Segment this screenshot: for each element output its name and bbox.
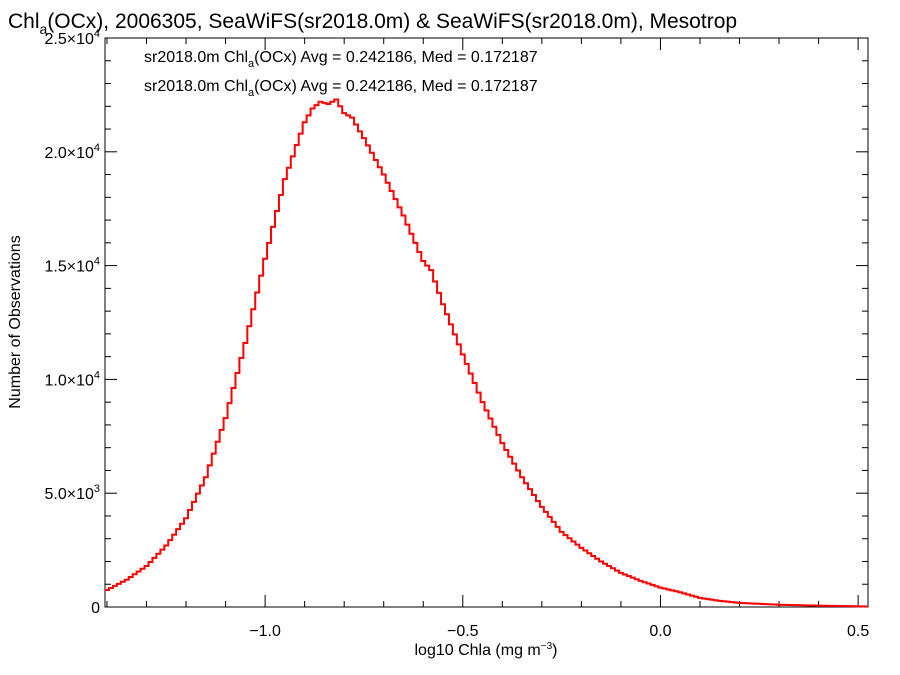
x-tick-label: 0.5 <box>847 623 869 640</box>
y-tick-label: 0 <box>91 600 100 617</box>
x-axis-label-pre: log10 Chla (mg m <box>414 642 540 659</box>
legend-entry-2-post: (OCx) Avg = 0.242186, Med = 0.172187 <box>254 78 538 95</box>
chart-title-pre: Chl <box>8 10 40 33</box>
legend-entry-1-sub: a <box>248 58 255 70</box>
chart-title-post: (OCx), 2006305, SeaWiFS(sr2018.0m) & Sea… <box>47 10 737 33</box>
legend-entry-2: sr2018.0m Chla(OCx) Avg = 0.242186, Med … <box>144 78 538 99</box>
y-tick-label: 5.0×103 <box>44 483 100 503</box>
y-tick-label: 2.5×104 <box>44 28 100 48</box>
x-tick-label: −0.5 <box>447 623 479 640</box>
legend-entry-1-pre: sr2018.0m Chl <box>144 49 248 66</box>
y-tick-label: 1.5×104 <box>44 256 100 276</box>
legend-entry-2-pre: sr2018.0m Chl <box>144 78 248 95</box>
x-tick-label: −1.0 <box>249 623 281 640</box>
y-tick-label: 2.0×104 <box>44 142 100 162</box>
x-axis-label: log10 Chla (mg m−3) <box>414 641 557 659</box>
chart-title: Chla(OCx), 2006305, SeaWiFS(sr2018.0m) &… <box>8 10 737 37</box>
y-tick-label: 1.0×104 <box>44 369 100 389</box>
x-axis-label-post: ) <box>552 642 557 659</box>
chart-title-sub: a <box>40 21 48 37</box>
x-axis-label-sup: −3 <box>541 641 553 652</box>
legend-entry-2-sub: a <box>248 87 255 99</box>
x-tick-label: 0.0 <box>649 623 671 640</box>
legend-entry-1-post: (OCx) Avg = 0.242186, Med = 0.172187 <box>254 49 538 66</box>
histogram-series-line <box>105 98 868 608</box>
legend-entry-1: sr2018.0m Chla(OCx) Avg = 0.242186, Med … <box>144 49 538 70</box>
y-axis-ticks: 0 5.0×103 1.0×104 1.5×104 2.0×104 2.5×104 <box>44 28 868 617</box>
plot-frame <box>104 37 869 608</box>
y-axis-label: Number of Observations <box>7 235 24 408</box>
x-axis-ticks: −1.0 −0.5 0.0 0.5 <box>106 38 869 640</box>
